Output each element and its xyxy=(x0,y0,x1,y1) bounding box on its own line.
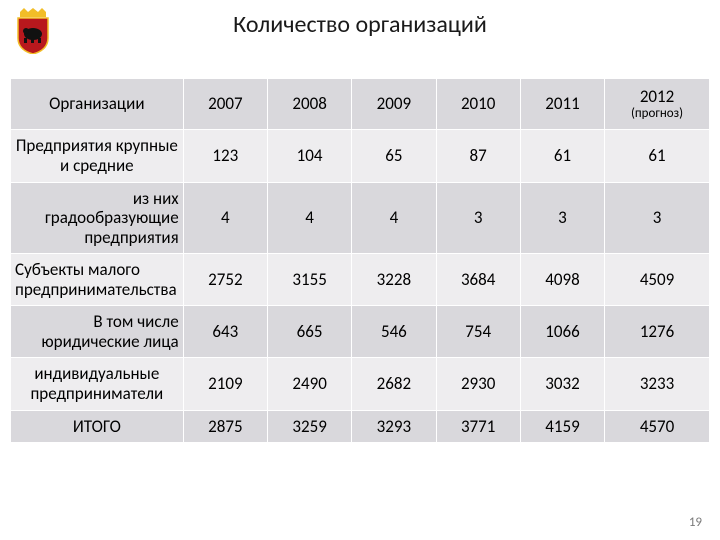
table-cell: 1066 xyxy=(520,306,604,358)
table-cell: 2752 xyxy=(183,254,267,306)
row-label: из них градообразующие предприятия xyxy=(11,182,184,254)
col-header: 2009 xyxy=(352,79,436,130)
table-cell: 754 xyxy=(436,306,520,358)
table-cell: 643 xyxy=(183,306,267,358)
table-cell: 4159 xyxy=(520,410,604,443)
table-cell: 2682 xyxy=(352,358,436,410)
table-cell: 3155 xyxy=(267,254,351,306)
table-cell: 3293 xyxy=(352,410,436,443)
table-cell: 123 xyxy=(183,130,267,182)
table-cell: 3771 xyxy=(436,410,520,443)
row-label: В том числе юридические лица xyxy=(11,306,184,358)
table-cell: 1276 xyxy=(605,306,710,358)
table-cell: 3233 xyxy=(605,358,710,410)
table-cell: 65 xyxy=(352,130,436,182)
table-cell: 4509 xyxy=(605,254,710,306)
table-header-row: Организации 2007 2008 2009 2010 2011 201… xyxy=(11,79,710,130)
row-label: ИТОГО xyxy=(11,410,184,443)
table-cell: 4098 xyxy=(520,254,604,306)
table-cell: 3684 xyxy=(436,254,520,306)
table-cell: 3032 xyxy=(520,358,604,410)
table-cell: 4 xyxy=(183,182,267,254)
table-cell: 4 xyxy=(352,182,436,254)
page-number: 19 xyxy=(689,515,702,530)
row-label: Предприятия крупные и средние xyxy=(11,130,184,182)
table-cell: 4 xyxy=(267,182,351,254)
table-cell: 3 xyxy=(436,182,520,254)
table-cell: 61 xyxy=(605,130,710,182)
row-label: Субъекты малого предпринимательства xyxy=(11,254,184,306)
table-row: из них градообразующие предприятия444333 xyxy=(11,182,710,254)
organizations-table: Организации 2007 2008 2009 2010 2011 201… xyxy=(10,78,710,443)
col-header: 2012 (прогноз) xyxy=(605,79,710,130)
table-cell: 104 xyxy=(267,130,351,182)
col-header: 2008 xyxy=(267,79,351,130)
table-row: индивидуальные предприниматели2109249026… xyxy=(11,358,710,410)
col-header: Организации xyxy=(11,79,184,130)
table-cell: 546 xyxy=(352,306,436,358)
table-cell: 2109 xyxy=(183,358,267,410)
col-header-year: 2012 xyxy=(640,86,674,107)
col-header: 2011 xyxy=(520,79,604,130)
table-cell: 61 xyxy=(520,130,604,182)
slide-title: Количество организаций xyxy=(0,10,720,39)
table-cell: 3 xyxy=(605,182,710,254)
col-header: 2007 xyxy=(183,79,267,130)
table-cell: 3 xyxy=(520,182,604,254)
table-row: Субъекты малого предпринимательства27523… xyxy=(11,254,710,306)
table-cell: 87 xyxy=(436,130,520,182)
table-cell: 3259 xyxy=(267,410,351,443)
table-row: Предприятия крупные и средние12310465876… xyxy=(11,130,710,182)
table-cell: 2490 xyxy=(267,358,351,410)
table-row: ИТОГО287532593293377141594570 xyxy=(11,410,710,443)
table-cell: 2930 xyxy=(436,358,520,410)
table-cell: 3228 xyxy=(352,254,436,306)
col-header: 2010 xyxy=(436,79,520,130)
table-cell: 4570 xyxy=(605,410,710,443)
table-cell: 2875 xyxy=(183,410,267,443)
col-header-sub: (прогноз) xyxy=(609,107,705,122)
table-row: В том числе юридические лица643665546754… xyxy=(11,306,710,358)
table-cell: 665 xyxy=(267,306,351,358)
row-label: индивидуальные предприниматели xyxy=(11,358,184,410)
